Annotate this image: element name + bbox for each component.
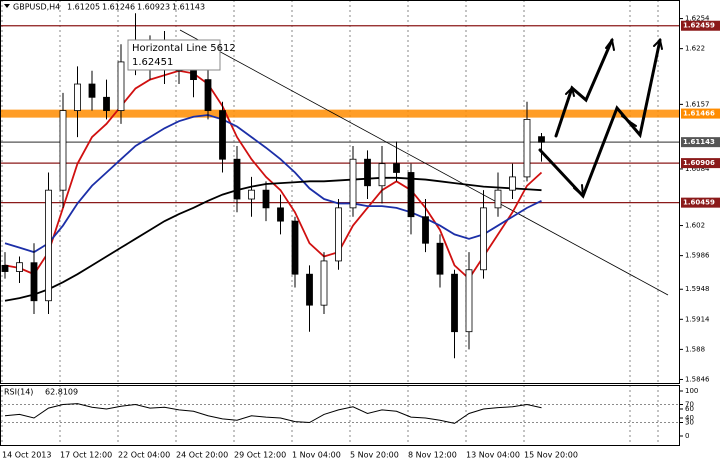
tooltip: Horizontal Line 5612 1.62451 — [127, 39, 236, 71]
x-tick-label: 15 Nov 20:00 — [524, 451, 578, 460]
candle-body — [204, 79, 212, 111]
candle-body — [407, 172, 415, 218]
rsi-line — [4, 403, 542, 424]
candle-body — [88, 83, 96, 98]
candle-body — [219, 110, 226, 160]
candle-body — [378, 163, 386, 187]
y-tick-label: 1.622 — [685, 45, 705, 53]
tooltip-box — [127, 39, 221, 71]
rsi-tick-label: 30 — [685, 419, 694, 427]
tooltip-price: 1.62451 — [132, 57, 173, 68]
level-label: 1.60459 — [683, 199, 715, 207]
candle-body — [277, 207, 284, 222]
level-label: 1.62459 — [683, 22, 715, 30]
x-tick-label: 8 Nov 12:00 — [408, 451, 457, 460]
candle-body — [306, 273, 313, 306]
candle-body — [422, 216, 429, 244]
y-tick-label: 1.6157 — [685, 100, 710, 108]
y-tick-label: 1.5846 — [685, 375, 710, 383]
level-label-box — [681, 108, 720, 119]
candle-body — [45, 189, 52, 302]
y-tick-label: 1.6084 — [685, 165, 710, 173]
y-tick-label: 1.588 — [685, 345, 705, 353]
level-label-box — [681, 197, 720, 208]
candle-body — [523, 119, 531, 178]
x-tick-label: 24 Oct 20:00 — [176, 451, 228, 460]
candle-body — [436, 242, 444, 275]
candle-body — [364, 158, 371, 187]
x-tick-label: 17 Oct 12:00 — [60, 451, 112, 460]
candle-body — [320, 260, 328, 306]
candle-body — [335, 207, 342, 262]
rsi-current: 62.8109 — [45, 388, 78, 397]
candle-body — [30, 262, 38, 302]
candle-body — [233, 158, 241, 200]
candle-body — [509, 176, 516, 191]
forecast-arrows — [538, 37, 663, 199]
candle-body — [190, 70, 197, 81]
y-tick-label: 1.5914 — [685, 315, 710, 323]
candle-body — [538, 136, 545, 143]
rsi-frame — [0, 385, 680, 446]
candle-body — [103, 96, 110, 111]
rsi-label: RSI(14) — [4, 388, 33, 397]
y-tick-label: 1.5986 — [685, 252, 710, 260]
trend-line — [179, 29, 669, 296]
candle-body — [291, 220, 299, 275]
candle-body — [1, 264, 9, 272]
candle-body — [59, 110, 67, 191]
rsi-tick-label: 40 — [685, 414, 694, 422]
level-label: 1.61466 — [683, 110, 715, 118]
candle-body — [349, 158, 357, 209]
header-icon — [4, 4, 10, 8]
candle-body — [248, 189, 255, 200]
low-price: 1.60923 — [137, 3, 170, 12]
close-price: 1.61143 — [172, 3, 205, 12]
rsi-tick-label: 70 — [685, 401, 694, 409]
rsi-tick-label: 100 — [685, 387, 698, 395]
x-tick-label: 5 Nov 20:00 — [350, 451, 399, 460]
level-label: 1.61143 — [683, 138, 715, 146]
tooltip-title: Horizontal Line 5612 — [132, 43, 236, 54]
main-frame — [0, 0, 680, 384]
x-tick-label: 14 Oct 2013 — [2, 451, 51, 460]
rsi-tick-label: 60 — [685, 405, 694, 413]
rsi-tick-label: 0 — [685, 432, 689, 440]
y-tick-label: 1.5948 — [685, 285, 710, 293]
open-price: 1.61205 — [67, 3, 100, 12]
plot-area — [0, 0, 680, 446]
x-tick-label: 22 Oct 04:00 — [118, 451, 170, 460]
level-label-box — [681, 20, 720, 31]
candle-body — [262, 189, 270, 209]
moving-average — [4, 114, 542, 254]
candle-body — [465, 269, 473, 333]
x-tick-label: 1 Nov 04:00 — [292, 451, 341, 460]
x-tick-label: 13 Nov 04:00 — [466, 451, 520, 460]
high-price: 1.61246 — [102, 3, 135, 12]
moving-average — [4, 176, 542, 302]
candle-body — [393, 163, 400, 173]
candle-body — [480, 207, 487, 271]
candle-body — [16, 262, 23, 272]
y-tick-label: 1.602 — [685, 222, 705, 230]
level-label: 1.60906 — [683, 159, 715, 167]
candle-body — [494, 189, 502, 209]
candle-body — [117, 61, 125, 111]
level-label-box — [681, 137, 720, 148]
level-label-box — [681, 158, 720, 169]
candle-body — [451, 273, 458, 333]
x-tick-label: 29 Oct 12:00 — [234, 451, 286, 460]
y-tick-label: 1.6254 — [685, 15, 710, 23]
candle-body — [74, 83, 81, 111]
symbol: GBPUSD,H4 — [13, 3, 60, 12]
